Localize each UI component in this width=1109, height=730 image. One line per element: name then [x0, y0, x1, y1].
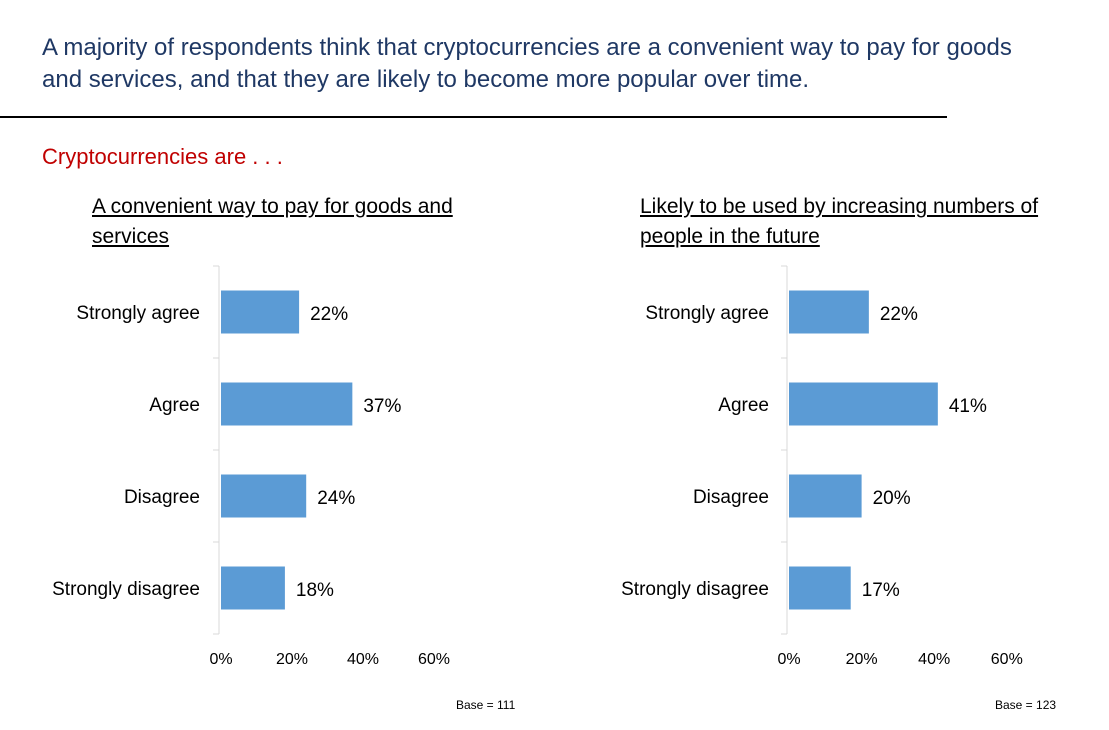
- bar-chart-svg: Strongly agree 22% Agree 37% Disagree 24% Stro…: [52, 265, 450, 668]
- category-label: Agree: [149, 395, 200, 416]
- category-label: Strongly disagree: [621, 579, 769, 600]
- bar: [221, 566, 285, 610]
- subheading: Cryptocurrencies are . . .: [42, 144, 283, 169]
- bar-chart-svg: Strongly agree 22% Agree 41% Disagree 20% Stro…: [621, 265, 1023, 668]
- data-label: 22%: [310, 304, 348, 325]
- category-label: Disagree: [124, 487, 200, 508]
- bar: [221, 474, 307, 518]
- bar: [221, 290, 300, 334]
- category-label: Strongly agree: [645, 303, 769, 324]
- bar: [789, 382, 938, 426]
- data-label: 41%: [949, 396, 987, 417]
- headline: A majority of respondents think that cry…: [42, 34, 1012, 93]
- data-label: 17%: [862, 580, 900, 601]
- category-label: Strongly disagree: [52, 579, 200, 600]
- x-tick-label: 40%: [347, 651, 379, 668]
- base-note: Base = 123: [995, 698, 1057, 712]
- data-label: 24%: [317, 488, 355, 509]
- data-label: 37%: [363, 396, 401, 417]
- chart-title: Likely to be used by increasing numbers …: [640, 195, 1039, 248]
- category-label: Agree: [718, 395, 769, 416]
- x-tick-label: 0%: [777, 651, 800, 668]
- x-tick-label: 20%: [276, 651, 308, 668]
- base-note: Base = 111: [456, 698, 516, 712]
- category-label: Disagree: [693, 487, 769, 508]
- x-tick-label: 0%: [209, 651, 232, 668]
- x-tick-label: 20%: [846, 651, 878, 668]
- bar: [221, 382, 353, 426]
- bar: [789, 474, 862, 518]
- x-tick-label: 60%: [991, 651, 1023, 668]
- bar: [789, 290, 869, 334]
- chart-convenient-payment: A convenient way to pay for goods and se…: [0, 192, 540, 692]
- data-label: 22%: [880, 304, 918, 325]
- chart-title: A convenient way to pay for goods and se…: [92, 195, 453, 248]
- data-label: 18%: [296, 580, 334, 601]
- chart-increasing-use: Likely to be used by increasing numbers …: [568, 192, 1109, 692]
- category-label: Strongly agree: [76, 303, 200, 324]
- data-label: 20%: [873, 488, 911, 509]
- bar: [789, 566, 851, 610]
- x-tick-label: 60%: [418, 651, 450, 668]
- divider-line: [0, 116, 947, 118]
- x-tick-label: 40%: [918, 651, 950, 668]
